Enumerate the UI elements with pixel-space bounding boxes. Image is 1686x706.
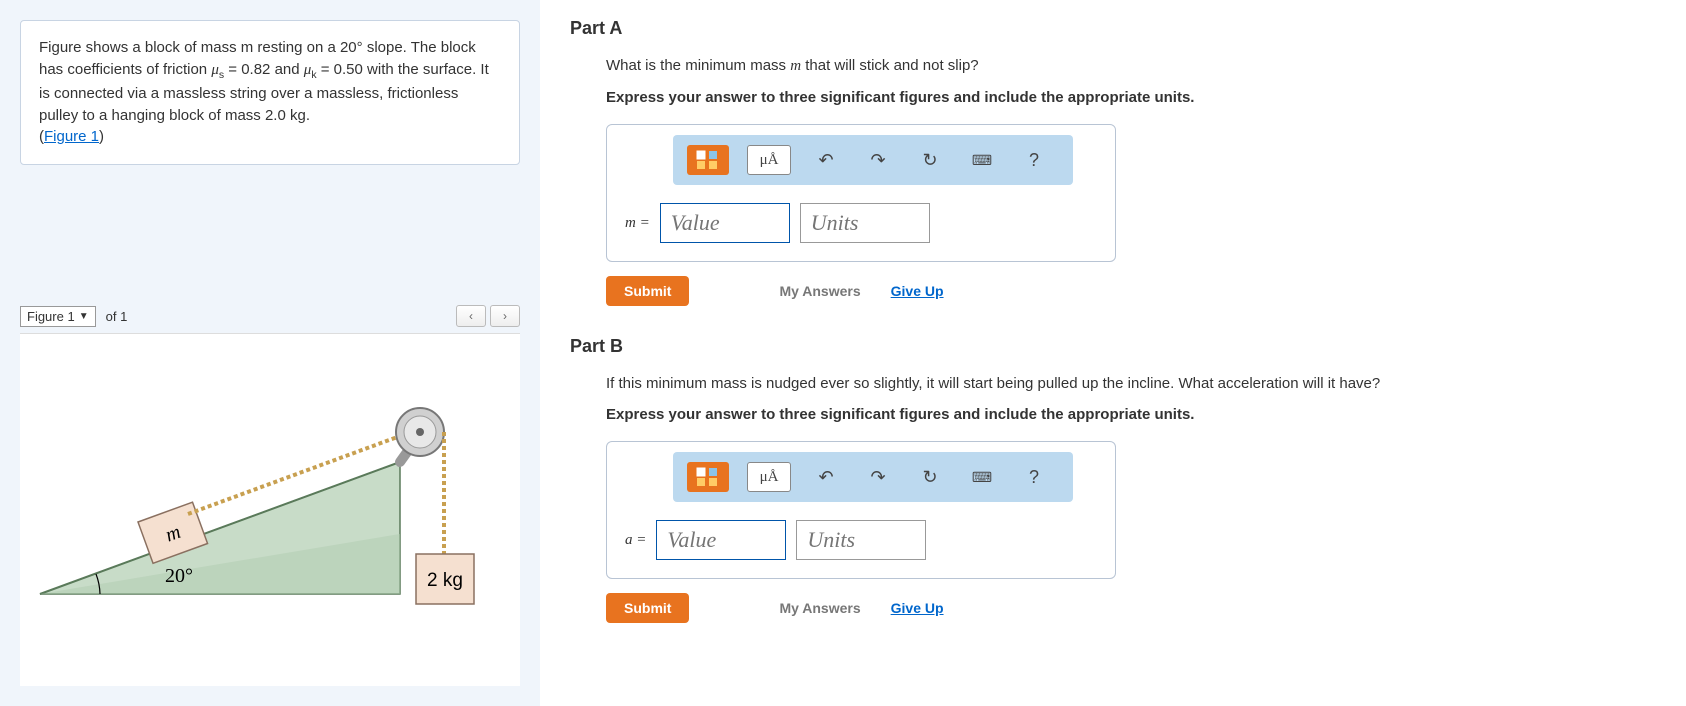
fraction-template-icon [695, 466, 721, 488]
redo-button[interactable]: ↷ [861, 462, 895, 492]
fraction-template-icon [695, 149, 721, 171]
part-a-toolbar: μÅ ↶ ↷ ↻ ⌨ ? [673, 135, 1073, 185]
reset-button[interactable]: ↻ [913, 145, 947, 175]
left-panel: Figure shows a block of mass m resting o… [0, 0, 540, 706]
part-b-instruction: Express your answer to three significant… [606, 406, 1656, 423]
figure-selector-label: Figure 1 [27, 309, 75, 324]
reset-button[interactable]: ↻ [913, 462, 947, 492]
problem-statement: Figure shows a block of mass m resting o… [20, 20, 520, 165]
undo-button[interactable]: ↶ [809, 462, 843, 492]
reset-icon: ↻ [922, 150, 937, 171]
figure-canvas: 20° m 2 kg [20, 333, 520, 686]
part-a-value-input[interactable] [660, 203, 790, 243]
part-b-question: If this minimum mass is nudged ever so s… [606, 375, 1656, 392]
part-a-var-label: m = [625, 215, 650, 232]
keyboard-icon: ⌨ [972, 152, 992, 169]
part-b-units-input[interactable] [796, 520, 926, 560]
template-button[interactable] [687, 145, 729, 175]
part-b-value-input[interactable] [656, 520, 786, 560]
part-b-answer-box: μÅ ↶ ↷ ↻ ⌨ ? a = [606, 441, 1116, 579]
part-a-units-input[interactable] [800, 203, 930, 243]
undo-icon: ↶ [818, 467, 833, 488]
right-panel: Part A What is the minimum mass m that w… [540, 0, 1686, 706]
redo-icon: ↷ [870, 467, 885, 488]
part-a-answer-box: μÅ ↶ ↷ ↻ ⌨ ? m = [606, 124, 1116, 262]
hanging-mass-label: 2 kg [427, 570, 463, 591]
figure-next-button[interactable]: › [490, 305, 520, 327]
units-button[interactable]: μÅ [747, 462, 791, 492]
figure-nav: ‹ › [456, 305, 520, 327]
part-a-give-up[interactable]: Give Up [891, 283, 944, 299]
figure-header: Figure 1 ▼ of 1 ‹ › [20, 305, 520, 327]
redo-icon: ↷ [870, 150, 885, 171]
figure-count: of 1 [102, 309, 132, 324]
part-b-give-up[interactable]: Give Up [891, 600, 944, 616]
keyboard-icon: ⌨ [972, 469, 992, 486]
help-button[interactable]: ? [1017, 462, 1051, 492]
part-a-question: What is the minimum mass m that will sti… [606, 57, 1656, 75]
part-b-submit-button[interactable]: Submit [606, 593, 689, 623]
part-b: Part B If this minimum mass is nudged ev… [570, 336, 1656, 623]
units-button[interactable]: μÅ [747, 145, 791, 175]
keyboard-button[interactable]: ⌨ [965, 462, 999, 492]
angle-label: 20° [165, 565, 193, 587]
undo-button[interactable]: ↶ [809, 145, 843, 175]
part-a-title: Part A [570, 18, 1656, 39]
part-b-my-answers[interactable]: My Answers [779, 600, 860, 616]
keyboard-button[interactable]: ⌨ [965, 145, 999, 175]
redo-button[interactable]: ↷ [861, 145, 895, 175]
undo-icon: ↶ [818, 150, 833, 171]
part-a-instruction: Express your answer to three significant… [606, 89, 1656, 106]
part-a-my-answers[interactable]: My Answers [779, 283, 860, 299]
problem-text: Figure shows a block of mass m resting o… [39, 39, 489, 124]
physics-diagram: 20° m 2 kg [20, 334, 520, 624]
reset-icon: ↻ [922, 467, 937, 488]
template-button[interactable] [687, 462, 729, 492]
part-a-submit-button[interactable]: Submit [606, 276, 689, 306]
part-b-title: Part B [570, 336, 1656, 357]
part-b-toolbar: μÅ ↶ ↷ ↻ ⌨ ? [673, 452, 1073, 502]
part-a: Part A What is the minimum mass m that w… [570, 18, 1656, 306]
chevron-down-icon: ▼ [79, 311, 89, 322]
part-b-var-label: a = [625, 532, 646, 549]
help-button[interactable]: ? [1017, 145, 1051, 175]
figure-selector[interactable]: Figure 1 ▼ [20, 306, 96, 327]
figure-prev-button[interactable]: ‹ [456, 305, 486, 327]
figure-link[interactable]: Figure 1 [44, 128, 99, 145]
